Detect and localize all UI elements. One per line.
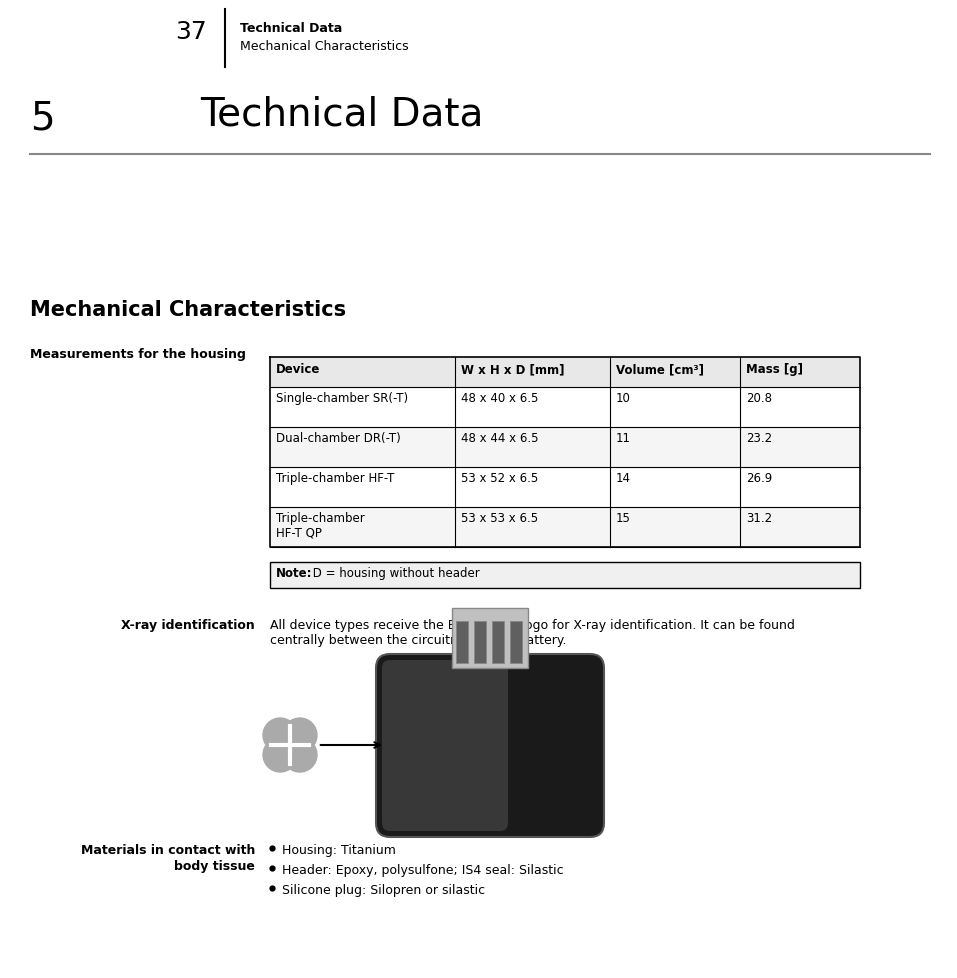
Text: 23.2: 23.2 xyxy=(746,431,772,445)
Text: D = housing without header: D = housing without header xyxy=(309,566,479,579)
Text: 53 x 53 x 6.5: 53 x 53 x 6.5 xyxy=(461,511,538,524)
Text: Single-chamber SR(-T): Single-chamber SR(-T) xyxy=(276,391,408,405)
Text: 48 x 44 x 6.5: 48 x 44 x 6.5 xyxy=(461,431,539,445)
Bar xyxy=(270,508,860,548)
Bar xyxy=(270,387,860,427)
Text: Triple-chamber HF-T: Triple-chamber HF-T xyxy=(276,471,394,484)
Bar xyxy=(270,358,860,387)
Text: 5: 5 xyxy=(30,100,55,138)
Text: Mechanical Characteristics: Mechanical Characteristics xyxy=(30,299,346,320)
Text: Header: Epoxy, polysulfone; IS4 seal: Silastic: Header: Epoxy, polysulfone; IS4 seal: Si… xyxy=(282,864,564,876)
Circle shape xyxy=(282,718,318,753)
Text: W x H x D [mm]: W x H x D [mm] xyxy=(461,363,565,376)
Text: Triple-chamber
HF-T QP: Triple-chamber HF-T QP xyxy=(276,511,365,540)
Circle shape xyxy=(262,718,298,753)
Text: Housing: Titanium: Housing: Titanium xyxy=(282,843,396,856)
Text: Technical Data: Technical Data xyxy=(240,22,343,35)
Bar xyxy=(456,621,468,663)
Bar xyxy=(510,621,522,663)
Text: Device: Device xyxy=(276,363,321,376)
Text: Volume [cm³]: Volume [cm³] xyxy=(616,363,704,376)
Bar xyxy=(452,608,528,668)
Text: 11: 11 xyxy=(616,431,631,445)
Bar xyxy=(270,467,860,508)
Text: Materials in contact with: Materials in contact with xyxy=(80,843,255,856)
Text: 31.2: 31.2 xyxy=(746,511,772,524)
Text: 20.8: 20.8 xyxy=(746,391,772,405)
Text: 14: 14 xyxy=(616,471,631,484)
Bar xyxy=(474,621,486,663)
FancyBboxPatch shape xyxy=(382,660,508,831)
Text: 53 x 52 x 6.5: 53 x 52 x 6.5 xyxy=(461,471,538,484)
Text: Dual-chamber DR(-T): Dual-chamber DR(-T) xyxy=(276,431,401,445)
Bar xyxy=(270,562,860,589)
Text: Technical Data: Technical Data xyxy=(200,95,483,133)
Text: Mechanical Characteristics: Mechanical Characteristics xyxy=(240,40,409,53)
Circle shape xyxy=(282,737,318,773)
Circle shape xyxy=(262,737,298,773)
Text: Silicone plug: Silopren or silastic: Silicone plug: Silopren or silastic xyxy=(282,883,485,896)
Text: 48 x 40 x 6.5: 48 x 40 x 6.5 xyxy=(461,391,539,405)
Text: Measurements for the housing: Measurements for the housing xyxy=(30,347,246,361)
Text: 26.9: 26.9 xyxy=(746,471,772,484)
Text: X-ray identification: X-ray identification xyxy=(122,618,255,632)
Text: Mass [g]: Mass [g] xyxy=(746,363,803,376)
Text: Note:: Note: xyxy=(276,566,313,579)
Text: 10: 10 xyxy=(616,391,631,405)
Text: body tissue: body tissue xyxy=(174,859,255,872)
FancyBboxPatch shape xyxy=(376,654,604,837)
Bar xyxy=(492,621,504,663)
Text: 15: 15 xyxy=(616,511,631,524)
Text: All device types receive the BIOTRONIK logo for X-ray identification. It can be : All device types receive the BIOTRONIK l… xyxy=(270,618,795,646)
Text: 37: 37 xyxy=(175,20,207,44)
Bar xyxy=(270,427,860,467)
